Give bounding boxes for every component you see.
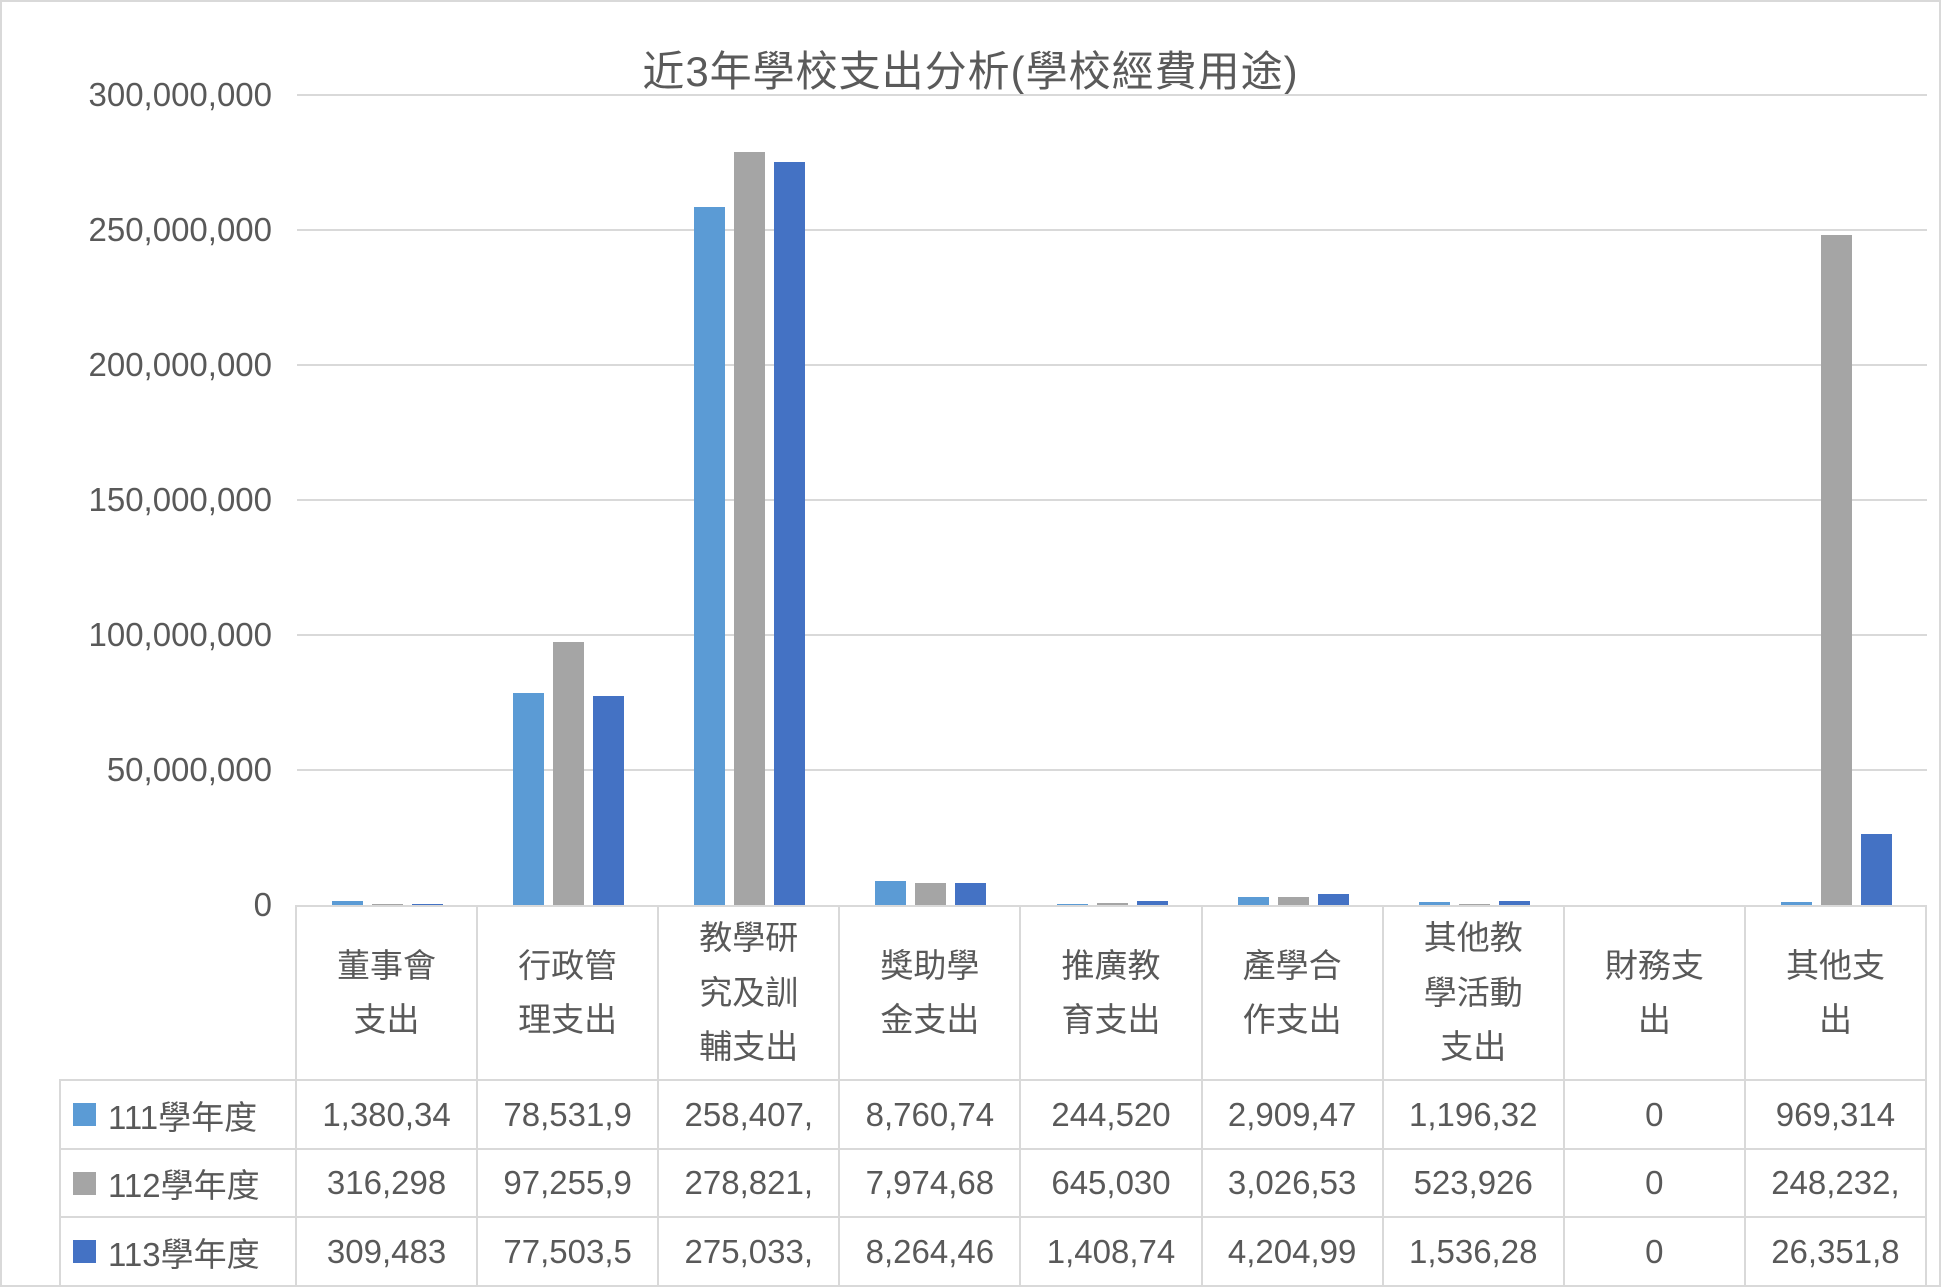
bar — [593, 696, 624, 905]
bar — [1459, 904, 1490, 905]
value-cell: 8,760,74 — [840, 1081, 1022, 1150]
bar — [734, 152, 765, 905]
category-header-cell: 財務支 出 — [1564, 905, 1746, 1081]
bar — [332, 901, 363, 905]
category-header-cell: 教學研 究及訓 輔支出 — [659, 905, 841, 1081]
value-cell: 8,264,46 — [840, 1218, 1022, 1285]
bar — [955, 883, 986, 905]
value-cell: 258,407, — [659, 1081, 841, 1150]
legend-swatch — [73, 1171, 96, 1195]
series-row-label: 112學年度 — [59, 1150, 297, 1218]
category-header-cell: 獎助學 金支出 — [840, 905, 1022, 1081]
value-cell: 244,520 — [1021, 1081, 1203, 1150]
bar — [412, 904, 443, 905]
category-header-cell: 董事會 支出 — [297, 905, 479, 1081]
bar — [1137, 901, 1168, 905]
value-cell: 316,298 — [297, 1150, 479, 1218]
legend-swatch — [73, 1103, 96, 1126]
gridline — [297, 94, 1927, 96]
bar — [1097, 903, 1128, 905]
bar — [1278, 897, 1309, 905]
bar — [513, 693, 544, 905]
gridline — [297, 769, 1927, 771]
value-cell: 309,483 — [297, 1218, 479, 1285]
series-row-label: 111學年度 — [59, 1081, 297, 1150]
y-axis-tick-label: 100,000,000 — [88, 616, 272, 653]
value-cell: 0 — [1564, 1081, 1746, 1150]
value-cell: 1,196,32 — [1383, 1081, 1565, 1150]
category-header-cell: 其他支 出 — [1745, 905, 1927, 1081]
series-name: 112學年度 — [108, 1167, 260, 1204]
bar — [1419, 902, 1450, 905]
y-axis-tick-label: 200,000,000 — [88, 346, 272, 383]
bar — [553, 642, 584, 905]
bar — [1057, 904, 1088, 905]
table-corner-cell — [59, 905, 297, 1081]
value-cell: 645,030 — [1021, 1150, 1203, 1218]
bar — [1238, 897, 1269, 905]
value-cell: 278,821, — [659, 1150, 841, 1218]
plot-area — [297, 94, 1927, 905]
y-axis-tick-label: 300,000,000 — [88, 76, 272, 113]
data-table: 董事會 支出 行政管 理支出 教學研 究及訓 輔支出 獎助學 金支出 推廣教 育支出 產學… — [59, 905, 1927, 1285]
bar — [774, 162, 805, 905]
bar — [372, 904, 403, 905]
value-cell: 0 — [1565, 1218, 1746, 1285]
value-cell: 78,531,9 — [478, 1081, 660, 1150]
bar — [915, 883, 946, 905]
category-header-cell: 行政管 理支出 — [478, 905, 660, 1081]
category-header-cell: 產學合 作支出 — [1202, 905, 1384, 1081]
bar — [1781, 902, 1812, 905]
value-cell: 4,204,99 — [1203, 1218, 1384, 1285]
chart-title: 近3年學校支出分析(學校經費用途) — [642, 48, 1299, 95]
series-row-label: 113學年度 — [59, 1218, 297, 1285]
value-cell: 3,026,53 — [1202, 1150, 1384, 1218]
bar — [1821, 235, 1852, 905]
value-cell: 275,033, — [659, 1218, 841, 1285]
bar — [1499, 901, 1530, 905]
value-cell: 523,926 — [1383, 1150, 1565, 1218]
bar — [1318, 894, 1349, 905]
value-cell: 248,232, — [1745, 1150, 1927, 1218]
gridline — [297, 634, 1927, 636]
y-axis-tick-label: 250,000,000 — [88, 211, 272, 248]
value-cell: 7,974,68 — [840, 1150, 1022, 1218]
gridline — [297, 229, 1927, 231]
value-cell: 969,314 — [1745, 1081, 1927, 1150]
value-cell: 1,536,28 — [1384, 1218, 1565, 1285]
value-cell: 97,255,9 — [478, 1150, 660, 1218]
value-cell: 26,351,8 — [1746, 1218, 1927, 1285]
series-name: 111學年度 — [108, 1098, 258, 1136]
category-header-cell: 其他教 學活動 支出 — [1383, 905, 1565, 1081]
category-header-cell: 推廣教 育支出 — [1021, 905, 1203, 1081]
bar — [1861, 834, 1892, 905]
y-axis-tick-label: 0 — [253, 886, 272, 923]
legend-swatch — [73, 1240, 96, 1263]
value-cell: 0 — [1564, 1150, 1746, 1218]
bar — [875, 881, 906, 905]
value-cell: 2,909,47 — [1202, 1081, 1384, 1150]
value-cell: 1,408,74 — [1021, 1218, 1203, 1285]
value-cell: 77,503,5 — [478, 1218, 660, 1285]
y-axis-tick-label: 150,000,000 — [88, 481, 272, 518]
gridline — [297, 499, 1927, 501]
series-name: 113學年度 — [108, 1235, 260, 1273]
y-axis-tick-label: 50,000,000 — [106, 751, 272, 788]
gridline — [297, 364, 1927, 366]
bar — [694, 207, 725, 905]
value-cell: 1,380,34 — [297, 1081, 479, 1150]
